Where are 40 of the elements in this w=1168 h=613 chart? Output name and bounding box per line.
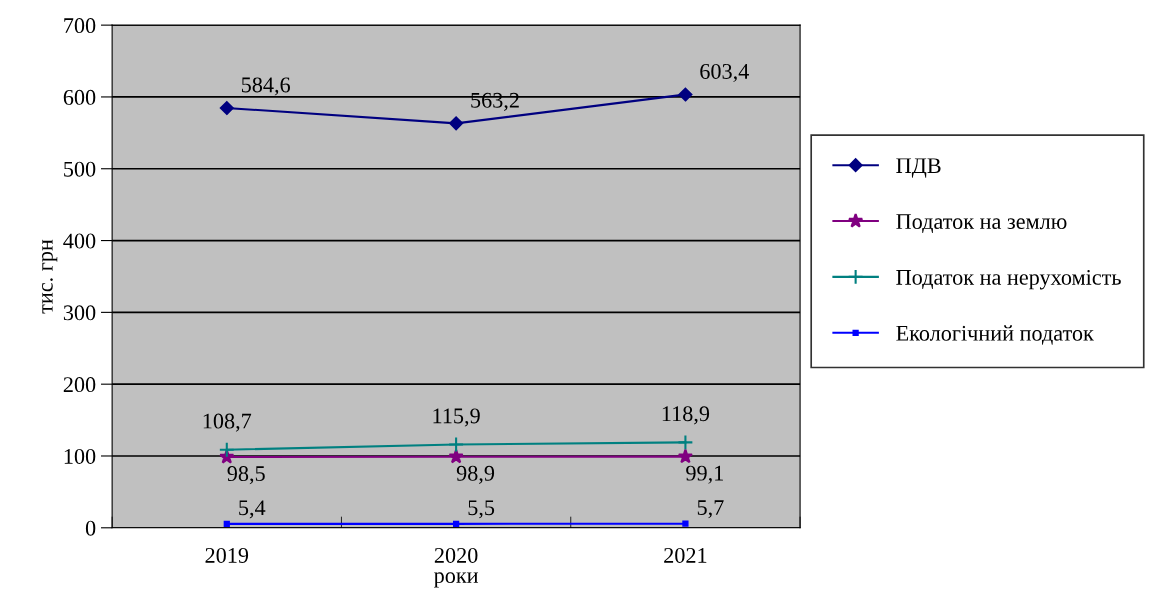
y-axis-title: тис. грн [42, 239, 58, 314]
y-tick-label: 100 [64, 448, 96, 464]
y-tick-label: 0 [85, 520, 96, 536]
point [223, 520, 230, 528]
data-label: 5,5 [468, 500, 495, 519]
y-tick-label: 200 [63, 377, 96, 393]
data-label: 108,7 [203, 413, 252, 432]
data-label: 99,1 [686, 465, 723, 484]
y-tick-label: 600 [63, 89, 96, 105]
x-tick-label: 2020 [434, 547, 478, 563]
data-label: 5,7 [697, 500, 724, 519]
y-tick-label: 300 [63, 305, 96, 321]
data-label: 5,4 [239, 500, 266, 519]
data-label: 98,5 [227, 466, 265, 485]
point [449, 116, 464, 131]
data-label: 118,9 [662, 406, 710, 425]
legend-label: ПДВ [896, 158, 941, 178]
point [448, 436, 465, 453]
point [452, 520, 460, 527]
y-tick-label: 700 [64, 18, 96, 34]
x-tick-label: 2019 [205, 547, 249, 563]
x-axis-title: роки [434, 572, 479, 588]
point [218, 441, 235, 458]
point [677, 434, 694, 451]
legend-label: Податок на землю [896, 214, 1067, 234]
legend-label: Податок на нерухомість [896, 269, 1121, 290]
data-label: 563,2 [471, 92, 519, 111]
point [682, 520, 689, 527]
y-tick-label: 400 [63, 233, 96, 249]
point [219, 101, 234, 115]
data-label: 584,6 [241, 77, 291, 96]
x-tick-label: 2021 [664, 547, 707, 563]
point [678, 87, 693, 102]
point [677, 448, 694, 464]
legend-label: Екологічний податок [896, 325, 1094, 345]
y-tick-label: 500 [64, 161, 96, 177]
data-label: 603,4 [700, 63, 749, 83]
data-label: 98,9 [456, 465, 495, 484]
point [448, 448, 464, 464]
data-label: 115,9 [433, 408, 480, 427]
